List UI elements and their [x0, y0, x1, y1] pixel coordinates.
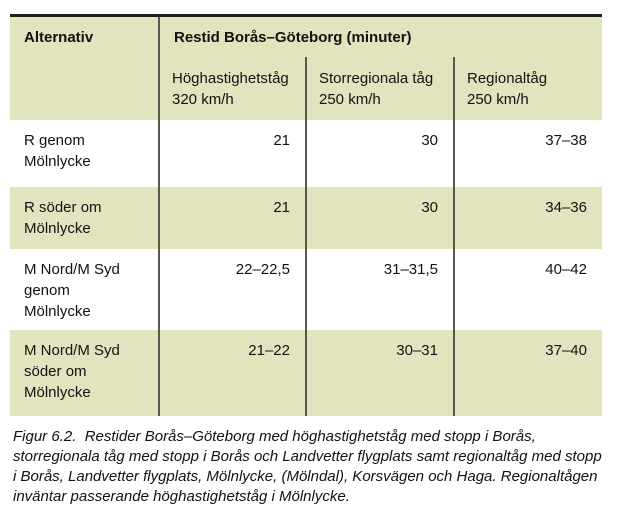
- cell-value: 21: [273, 132, 290, 149]
- row-label: R genom Mölnlycke: [10, 120, 160, 187]
- header-group: Restid Borås–Göteborg (minuter) Höghasti…: [160, 17, 602, 120]
- figure-caption: Figur 6.2. Restider Borås–Göteborg med h…: [13, 428, 606, 505]
- cell-value: 22–22,5: [235, 261, 290, 278]
- traveltime-table: Alternativ Restid Borås–Göteborg (minute…: [10, 14, 602, 416]
- column-header-storregionala-tag: Storregionala tåg 250 km/h: [305, 57, 453, 120]
- table-title: Restid Borås–Göteborg (minuter): [174, 29, 412, 46]
- column-header-alternativ: Alternativ: [10, 17, 160, 120]
- cell-value: 30: [305, 120, 453, 187]
- cell-value: 40–42: [453, 249, 602, 330]
- cell-value: 34–36: [453, 187, 602, 249]
- cell-value: 31–31,5: [305, 249, 453, 330]
- cell-value: 21: [160, 187, 305, 249]
- cell-value: 37–38: [453, 120, 602, 187]
- cell-value: 37–40: [453, 330, 602, 416]
- subheader-row: Höghastighetståg 320 km/h Storregionala …: [160, 57, 602, 120]
- column-header-hoghastighetstag: Höghastighetståg 320 km/h: [172, 70, 289, 108]
- row-label: R söder om Mölnlycke: [10, 187, 160, 249]
- column-header-regionaltag: Regionaltåg 250 km/h: [453, 57, 602, 120]
- report-figure-page: Alternativ Restid Borås–Göteborg (minute…: [0, 14, 620, 524]
- row-label: M Nord/M Syd genom Mölnlycke: [10, 249, 160, 330]
- cell-value: 21–22: [160, 330, 305, 416]
- row-label: M Nord/M Syd söder om Mölnlycke: [10, 330, 160, 416]
- cell-value: 30: [305, 187, 453, 249]
- cell-value: 30–31: [305, 330, 453, 416]
